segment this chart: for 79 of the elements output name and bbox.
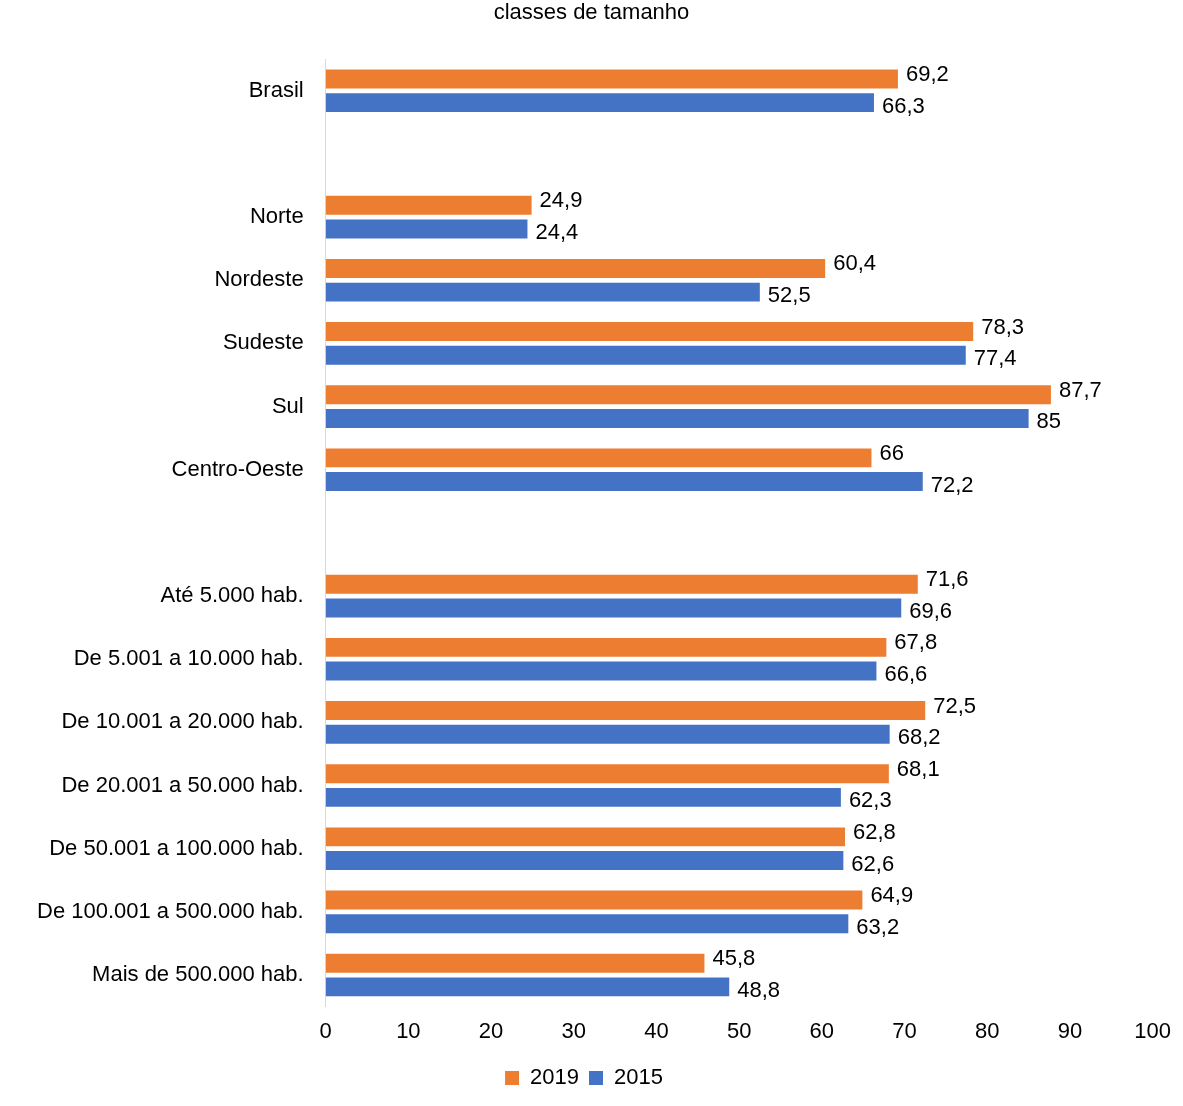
y-tick-label: Centro-Oeste: [171, 455, 304, 481]
y-tick-label: Até 5.000 hab.: [160, 582, 304, 608]
x-tick-label: 0: [319, 1017, 332, 1043]
y-tick-label: De 20.001 a 50.000 hab.: [61, 771, 304, 797]
data-label: 24,9: [539, 187, 583, 213]
bar: [325, 408, 1029, 428]
bar: [325, 724, 890, 744]
data-label: 60,4: [833, 250, 876, 276]
y-tick-label: De 5.001 a 10.000 hab.: [73, 645, 304, 671]
x-tick-label: 10: [396, 1017, 421, 1043]
bar: [325, 322, 974, 342]
y-tick-label: Nordeste: [214, 266, 304, 292]
y-tick-label: Mais de 500.000 hab.: [92, 961, 304, 987]
bar: [325, 472, 923, 492]
data-label: 72,5: [933, 692, 977, 718]
x-tick-label: 30: [561, 1017, 587, 1043]
bar: [325, 851, 844, 871]
x-tick-label: 50: [726, 1017, 752, 1043]
data-label: 67,8: [894, 629, 938, 655]
x-tick-label: 60: [809, 1017, 835, 1043]
data-label: 52,5: [767, 282, 811, 308]
y-tick-label: Sudeste: [222, 329, 304, 355]
bar: [325, 69, 898, 89]
y-tick-label: De 10.001 a 20.000 hab.: [61, 708, 304, 734]
data-label: 62,3: [848, 787, 892, 813]
data-label: 78,3: [981, 313, 1025, 339]
bar: [325, 448, 872, 468]
x-tick-label: 90: [1057, 1017, 1083, 1043]
data-label: 48,8: [737, 976, 781, 1002]
data-label: 45,8: [712, 945, 756, 971]
data-label: 66,3: [881, 92, 925, 118]
data-label: 62,8: [853, 818, 896, 844]
bar: [325, 953, 705, 973]
bar: [325, 219, 528, 239]
data-label: 66,6: [884, 661, 928, 687]
data-label: 85: [1036, 408, 1062, 434]
data-label: 68,1: [896, 755, 940, 781]
legend-label: 2015: [614, 1064, 663, 1090]
y-tick-label: Brasil: [248, 76, 304, 102]
x-tick-label: 20: [478, 1017, 504, 1043]
bar: [325, 661, 877, 681]
bar: [325, 914, 849, 934]
x-tick-label: 40: [644, 1017, 669, 1043]
x-tick-label: 70: [892, 1017, 917, 1043]
data-label: 71,6: [925, 566, 969, 592]
x-tick-label: 100: [1134, 1017, 1172, 1043]
data-label: 69,6: [909, 597, 953, 623]
bar: [325, 977, 730, 997]
x-tick-label: 80: [975, 1017, 1000, 1043]
bar: [325, 890, 863, 910]
bar: [325, 827, 846, 847]
data-label: 77,4: [973, 345, 1017, 371]
bar: [325, 764, 889, 784]
data-label: 62,6: [851, 850, 895, 876]
legend-label: 2019: [530, 1064, 580, 1090]
bar: [325, 598, 902, 618]
bar: [325, 385, 1051, 405]
y-tick-label: Sul: [271, 392, 304, 418]
y-tick-label: De 50.001 a 100.000 hab.: [49, 834, 304, 860]
y-tick-label: De 100.001 a 500.000 hab.: [36, 897, 304, 923]
bar: [325, 701, 926, 721]
data-label: 63,2: [856, 913, 900, 939]
data-label: 72,2: [930, 471, 974, 497]
bar: [325, 574, 918, 594]
bar: [325, 195, 532, 215]
data-label: 69,2: [905, 61, 949, 86]
bar: [325, 345, 966, 365]
chart-title: classes de tamanho: [492, 0, 691, 24]
y-tick-label: Norte: [249, 203, 304, 229]
bar: [325, 93, 874, 113]
bar: [325, 637, 887, 657]
data-label: 64,9: [870, 882, 914, 908]
data-label: 87,7: [1058, 376, 1102, 402]
data-label: 24,4: [535, 219, 579, 245]
bar: [325, 787, 841, 807]
bar: [325, 282, 760, 302]
bar: [325, 258, 826, 278]
data-label: 66: [879, 439, 904, 465]
data-label: 68,2: [897, 724, 941, 750]
